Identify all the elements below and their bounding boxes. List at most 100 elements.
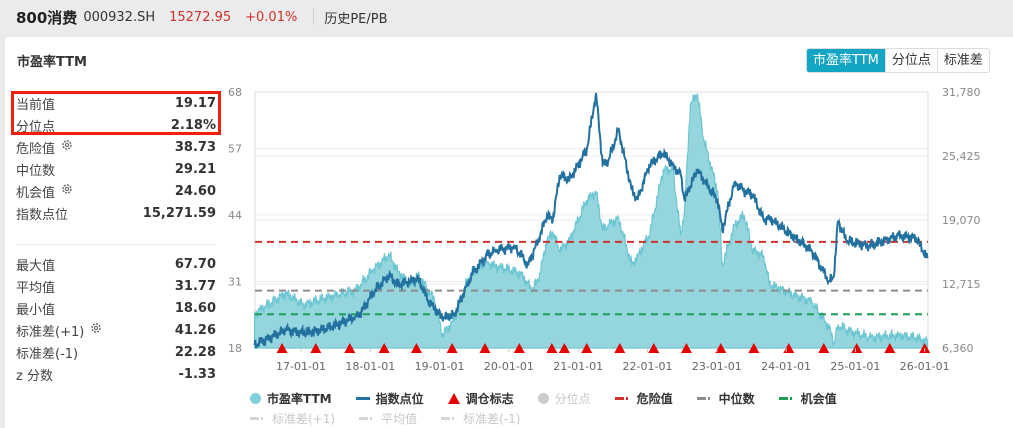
rebalance-marker [344, 343, 356, 353]
stat-label-text: 指数点位 [16, 207, 69, 223]
gear-icon[interactable] [90, 322, 102, 338]
stat-value: 24.60 [174, 183, 216, 199]
stat-label: 指数点位 [16, 204, 68, 223]
x-tick-label: 19-01-01 [415, 360, 465, 373]
legend-label: 平均值 [381, 411, 418, 426]
y-left-tick-label: 31 [228, 275, 242, 288]
stat-label-text: z 分数 [16, 368, 53, 384]
stat-value: 2.18% [170, 117, 216, 133]
stat-label: 标准差(+1) [16, 321, 102, 340]
gear-icon[interactable] [61, 139, 73, 155]
legend-dash-icon [359, 416, 376, 420]
legend-item[interactable]: 标准差(-1) [441, 410, 520, 427]
stat-row: 标准差(-1) 22.28 [16, 341, 216, 363]
legend-label: 危险值 [636, 391, 673, 406]
legend-item[interactable]: 分位点 [537, 390, 591, 407]
index-code: 000932.SH [83, 9, 156, 25]
chart-legend: 市盈率TTM 指数点位 调仓标志 分位点 危险值 中位数 机会值 标准差(+1) 平均值 标准差(… [250, 388, 861, 428]
rebalance-marker [748, 343, 760, 353]
legend-item[interactable]: 标准差(+1) [250, 410, 335, 427]
tab-percentile[interactable]: 分位点 [884, 49, 937, 72]
rebalance-marker [479, 343, 491, 353]
rebalance-marker [378, 343, 390, 353]
legend-item[interactable]: 指数点位 [355, 390, 424, 407]
rebalance-marker [614, 343, 626, 353]
legend-label: 指数点位 [375, 391, 424, 406]
divider [16, 244, 216, 245]
rebalance-marker [715, 343, 727, 353]
gear-icon[interactable] [61, 183, 73, 199]
x-tick-label: 24-01-01 [761, 360, 811, 373]
legend-label: 标准差(+1) [272, 411, 336, 426]
stat-row: z 分数 -1.33 [16, 363, 216, 385]
stat-value: 29.21 [174, 161, 216, 177]
stat-label: 机会值 [16, 182, 73, 201]
stat-row: 最大值 67.70 [16, 253, 216, 275]
legend-row: 市盈率TTM 指数点位 调仓标志 分位点 危险值 中位数 机会值 [250, 388, 861, 408]
y-left-tick-label: 57 [228, 142, 242, 155]
index-line [253, 92, 929, 349]
legend-item[interactable]: 危险值 [614, 390, 673, 407]
rebalance-marker [680, 343, 692, 353]
stat-label-text: 最小值 [16, 302, 56, 318]
rebalance-marker [276, 343, 288, 353]
legend-item[interactable]: 平均值 [359, 410, 417, 427]
legend-label: 分位点 [554, 391, 591, 406]
legend-label: 调仓标志 [465, 391, 514, 406]
rebalance-marker [648, 343, 660, 353]
x-tick-label: 22-01-01 [623, 360, 673, 373]
x-tick-label: 20-01-01 [484, 360, 534, 373]
legend-dash-icon [441, 416, 458, 420]
y-right-tick-label: 25,425 [942, 150, 981, 163]
stat-value: -1.33 [178, 366, 216, 382]
legend-label: 市盈率TTM [267, 391, 332, 406]
rebalance-marker [546, 343, 558, 353]
legend-item[interactable]: 调仓标志 [447, 390, 514, 407]
metric-tabs: 市盈率TTM 分位点 标准差 [806, 48, 990, 73]
x-tick-label: 25-01-01 [830, 360, 880, 373]
stat-label: 最大值 [16, 255, 55, 274]
y-right-tick-label: 12,715 [942, 278, 981, 291]
tab-std-dev[interactable]: 标准差 [936, 49, 989, 72]
stat-row: 指数点位 15,271.59 [16, 202, 216, 224]
stat-label-text: 标准差(-1) [16, 346, 79, 362]
rebalance-marker [410, 343, 422, 353]
index-header: 800消费 000932.SH 15272.95 +0.01% 历史PE/PB [0, 0, 1013, 34]
card-title: 市盈率TTM [17, 55, 87, 70]
legend-dash-icon [696, 396, 713, 400]
stat-value: 67.70 [174, 256, 216, 272]
history-pe-pb-link[interactable]: 历史PE/PB [324, 11, 388, 27]
y-left-tick-label: 44 [228, 209, 242, 222]
stat-label: 中位数 [16, 160, 55, 179]
index-name: 800消费 [16, 8, 78, 27]
stat-row: 最小值 18.60 [16, 297, 216, 319]
legend-item[interactable]: 市盈率TTM [250, 390, 332, 407]
legend-dot-icon [250, 392, 261, 404]
stat-label: 分位点 [16, 116, 55, 135]
stat-label: 危险值 [16, 138, 73, 157]
legend-item[interactable]: 机会值 [778, 390, 837, 407]
legend-row: 标准差(+1) 平均值 标准差(-1) [250, 408, 861, 428]
stat-value: 31.77 [174, 278, 216, 294]
y-right-tick-label: 19,070 [942, 214, 981, 227]
stat-label-text: 机会值 [16, 185, 56, 201]
stat-row: 机会值 24.60 [16, 180, 216, 202]
stat-label: 最小值 [16, 299, 55, 318]
stat-row: 标准差(+1) 41.26 [16, 319, 216, 341]
rebalance-marker [884, 343, 896, 353]
tab-pe-ttm[interactable]: 市盈率TTM [807, 49, 885, 72]
stat-value: 22.28 [174, 344, 216, 360]
highlight-box [11, 91, 221, 135]
legend-item[interactable]: 中位数 [696, 390, 755, 407]
stat-row: 分位点 2.18% [16, 114, 216, 136]
stat-label-text: 分位点 [16, 119, 56, 135]
stat-row: 中位数 29.21 [16, 158, 216, 180]
legend-triangle-icon [447, 392, 460, 404]
stats-panel: 当前值 19.17 分位点 2.18% 危险值 38.73 中位数 29.21 机会值 24.60… [16, 92, 216, 385]
legend-label: 中位数 [718, 391, 755, 406]
legend-dot-icon [537, 392, 549, 404]
x-tick-label: 23-01-01 [692, 360, 742, 373]
rebalance-marker [310, 343, 322, 353]
stat-label: 当前值 [16, 94, 55, 113]
